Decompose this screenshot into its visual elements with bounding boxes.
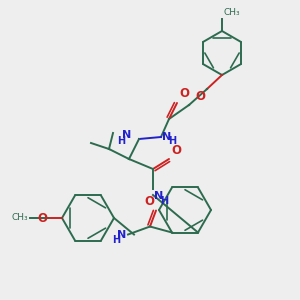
Text: CH₃: CH₃ — [223, 8, 240, 17]
Text: H: H — [168, 136, 176, 146]
Text: O: O — [179, 87, 189, 100]
Text: N: N — [162, 132, 171, 142]
Text: CH₃: CH₃ — [11, 214, 28, 223]
Text: O: O — [37, 212, 47, 224]
Text: N: N — [117, 230, 126, 239]
Text: H: H — [117, 136, 125, 146]
Text: O: O — [171, 144, 181, 157]
Text: O: O — [195, 90, 205, 103]
Text: N: N — [154, 191, 163, 201]
Text: O: O — [144, 194, 154, 208]
Text: N: N — [122, 130, 131, 140]
Text: H: H — [160, 196, 168, 206]
Text: H: H — [112, 235, 120, 244]
